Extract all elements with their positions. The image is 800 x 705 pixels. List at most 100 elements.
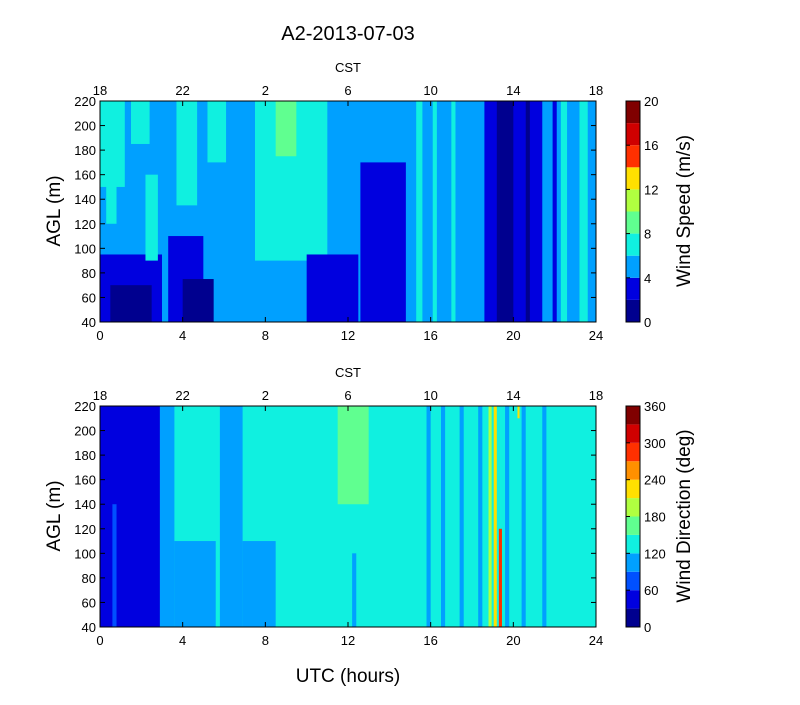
wind-speed-x-tick-label: 8: [262, 328, 269, 343]
wind-direction-region-17: [542, 406, 547, 627]
wind-speed-region-19: [525, 101, 530, 322]
wind-speed-y-tick-label: 160: [74, 168, 96, 183]
wind-speed-region-4: [131, 101, 150, 144]
wind-speed-colorbar-segment: [626, 101, 640, 124]
wind-direction-y-tick-label: 140: [74, 497, 96, 512]
wind-direction-y-axis-label: AGL (m): [44, 480, 65, 551]
wind-speed-colorbar-tick-label: 4: [644, 271, 651, 286]
wind-direction-colorbar-segment: [626, 571, 640, 591]
wind-direction-region-13: [493, 406, 497, 627]
wind-speed-region-20: [560, 101, 568, 322]
wind-speed-region-8: [176, 101, 198, 206]
wind-direction-y-tick-label: 180: [74, 448, 96, 463]
wind-speed-colorbar-segment: [626, 145, 640, 168]
figure-title: A2-2013-07-03: [281, 23, 414, 45]
wind-direction-colorbar-tick-label: 300: [644, 436, 666, 451]
wind-speed-colorbar-tick-label: 12: [644, 182, 658, 197]
wind-speed-region-9: [207, 101, 227, 163]
wind-speed-y-axis-label: AGL (m): [44, 175, 65, 246]
wind-direction-colorbar-tick-label: 120: [644, 546, 666, 561]
wind-speed-y-tick-label: 220: [74, 94, 96, 109]
wind-speed-region-14: [416, 101, 423, 322]
wind-direction-y-tick-label: 200: [74, 424, 96, 439]
wind-direction-region-12: [488, 406, 492, 627]
wind-speed-region-12: [306, 254, 359, 322]
wind-direction-colorbar-segment: [626, 498, 640, 517]
wind-speed-colorbar-segment: [626, 189, 640, 212]
wind-direction-panel: 0 4 8 12 16 20 24 406080100120140160180200220 …: [44, 365, 695, 687]
wind-speed-cst-tick-label: 2: [262, 83, 269, 98]
wind-speed-x-tick-label: 12: [341, 328, 355, 343]
wind-direction-colorbar-segment: [626, 608, 640, 627]
wind-speed-region-5: [145, 174, 158, 261]
wind-speed-x-tick-label: 16: [423, 328, 437, 343]
wind-speed-colorbar-segment: [626, 277, 640, 300]
wind-speed-colorbar-segment: [626, 255, 640, 278]
wind-speed-y-ticks: 40 60 80 100 120 140 160 180 200 220: [74, 94, 596, 330]
wind-speed-y-tick-label: 140: [74, 192, 96, 207]
wind-direction-cst-tick-label: 18: [589, 388, 603, 403]
wind-direction-x-tick-label: 0: [96, 633, 103, 648]
wind-direction-y-tick-label: 60: [82, 595, 96, 610]
wind-direction-colorbar-tick-label: 0: [644, 620, 651, 635]
wind-direction-colorbar-segment: [626, 406, 640, 425]
wind-direction-colorbar-tick-label: 240: [644, 473, 666, 488]
wind-direction-region-15: [505, 406, 510, 627]
wind-direction-cst-tick-label: 22: [175, 388, 189, 403]
wind-direction-region-10: [459, 406, 464, 627]
wind-direction-region-7: [352, 553, 357, 627]
wind-direction-cst-tick-label: 2: [262, 388, 269, 403]
wind-speed-region-13: [360, 162, 406, 322]
wind-direction-cst-ticks: 18 22 2 6 10 14 18: [93, 388, 603, 411]
wind-direction-x-tick-label: 16: [423, 633, 437, 648]
wind-direction-x-tick-label: 24: [589, 633, 603, 648]
wind-speed-colorbar-frame: [625, 100, 641, 323]
wind-direction-y-tick-label: 40: [82, 620, 96, 635]
wind-direction-y-tick-label: 220: [74, 399, 96, 414]
wind-direction-region-6: [337, 406, 369, 505]
wind-direction-colorbar-tick-label: 60: [644, 583, 658, 598]
wind-speed-colorbar: [626, 101, 640, 322]
wind-direction-y-ticks: 40 60 80 100 120 140 160 180 200 220: [74, 399, 596, 635]
wind-speed-colorbar-segment: [626, 211, 640, 234]
wind-speed-x-tick-label: 4: [179, 328, 186, 343]
wind-speed-region-7: [182, 279, 214, 322]
wind-speed-region-21: [579, 101, 588, 322]
wind-speed-colorbar-tick-label: 0: [644, 315, 651, 330]
wind-direction-y-tick-label: 160: [74, 473, 96, 488]
wind-speed-cst-tick-label: 22: [175, 83, 189, 98]
wind-speed-y-tick-label: 60: [82, 290, 96, 305]
wind-direction-cst-tick-label: 14: [506, 388, 520, 403]
wind-direction-region-14: [498, 528, 502, 627]
wind-speed-colorbar-segment: [626, 123, 640, 146]
wind-speed-colorbar-ticks: 0 4 8 12 16 20: [626, 94, 658, 330]
wind-speed-x-ticks: 0 4 8 12 16 20 24: [96, 317, 603, 343]
wind-direction-colorbar-segment: [626, 590, 640, 609]
wind-direction-region-16: [521, 406, 526, 627]
wind-speed-x-tick-label: 24: [589, 328, 603, 343]
wind-speed-colorbar-label: Wind Speed (m/s): [674, 135, 695, 287]
wind-direction-cst-label: CST: [335, 365, 361, 380]
wind-speed-y-tick-label: 80: [82, 266, 96, 281]
wind-speed-x-tick-label: 0: [96, 328, 103, 343]
wind-direction-y-tick-label: 120: [74, 522, 96, 537]
wind-direction-region-9: [441, 406, 446, 627]
wind-direction-region-4: [219, 406, 243, 627]
wind-direction-region-1: [112, 504, 117, 627]
wind-direction-colorbar-segment: [626, 553, 640, 572]
wind-direction-region-11: [478, 406, 483, 627]
wind-direction-x-tick-label: 8: [262, 633, 269, 648]
wind-direction-region-8: [426, 406, 431, 627]
wind-speed-region-11: [275, 101, 297, 157]
wind-direction-colorbar-label: Wind Direction (deg): [674, 429, 695, 602]
wind-speed-colorbar-tick-label: 20: [644, 94, 658, 109]
wind-direction-colorbar-segment: [626, 461, 640, 480]
wind-direction-region-2: [159, 406, 175, 627]
wind-direction-region-0: [100, 406, 160, 627]
wind-speed-cst-tick-label: 10: [423, 83, 437, 98]
wind-speed-y-tick-label: 120: [74, 217, 96, 232]
wind-direction-colorbar-segment: [626, 534, 640, 554]
wind-speed-y-tick-label: 180: [74, 143, 96, 158]
wind-speed-region-15: [432, 101, 437, 322]
